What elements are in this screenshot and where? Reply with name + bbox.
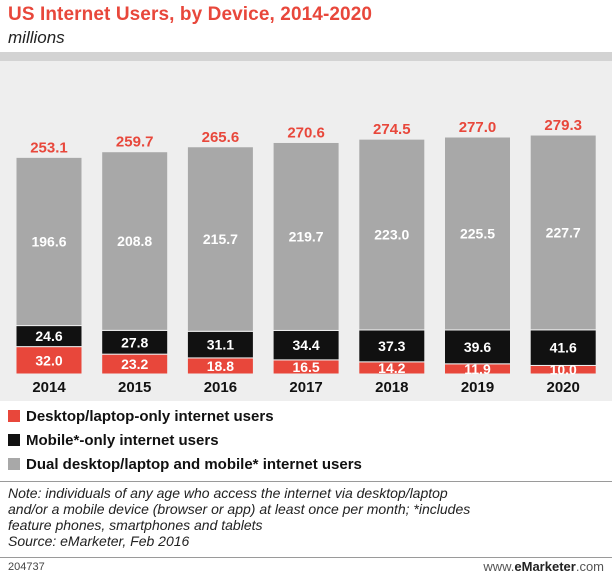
category-label-2016: 2016 — [204, 379, 237, 396]
total-label-2019: 277.0 — [459, 119, 497, 136]
brand-logo: www.eMarketer.com — [483, 559, 604, 574]
bar-segment-mobile-only-2018 — [358, 329, 426, 363]
bar-segment-mobile-only-2019 — [444, 329, 511, 365]
legend-label-mobile-only: Mobile*-only internet users — [26, 431, 219, 449]
bar-segment-dual-2014 — [15, 156, 83, 327]
data-label-dual-2015: 208.8 — [117, 233, 152, 249]
bar-segment-mobile-only-2020 — [529, 329, 597, 366]
data-label-mobile-only-2014: 24.6 — [35, 328, 62, 344]
note-line-2: and/or a mobile device (browser or app) … — [8, 501, 471, 517]
category-label-2020: 2020 — [547, 379, 580, 396]
data-label-desktop-only-2020: 10.0 — [550, 362, 577, 378]
bar-segment-mobile-only-2017 — [272, 329, 340, 361]
data-label-mobile-only-2015: 27.8 — [121, 334, 148, 350]
data-label-desktop-only-2014: 32.0 — [35, 352, 62, 368]
chart-id: 204737 — [8, 561, 45, 573]
data-label-dual-2017: 219.7 — [289, 228, 324, 244]
data-label-dual-2014: 196.6 — [31, 233, 66, 249]
legend-label-desktop-only: Desktop/laptop-only internet users — [26, 407, 274, 425]
data-label-mobile-only-2018: 37.3 — [378, 338, 405, 354]
bar-segment-dual-2019 — [444, 136, 511, 331]
bar-segment-desktop-only-2014 — [15, 346, 83, 375]
brand-suffix: .com — [575, 559, 604, 574]
data-label-desktop-only-2016: 18.8 — [207, 358, 234, 374]
total-label-2017: 270.6 — [287, 124, 325, 141]
category-label-2017: 2017 — [289, 379, 322, 396]
total-label-2016: 265.6 — [202, 129, 240, 146]
data-label-desktop-only-2015: 23.2 — [121, 356, 148, 372]
header-band — [0, 52, 612, 61]
data-label-dual-2019: 225.5 — [460, 225, 495, 241]
bar-segment-dual-2018 — [358, 138, 426, 331]
stacked-bar-chart: 32.0 24.6 196.6 253.1 2014 23.2 27.8 208.8 259.7… — [0, 61, 612, 401]
data-label-dual-2018: 223.0 — [374, 227, 409, 243]
note-source: Source: eMarketer, Feb 2016 — [8, 533, 190, 549]
category-label-2015: 2015 — [118, 379, 151, 396]
total-label-2015: 259.7 — [116, 134, 154, 151]
category-label-2019: 2019 — [461, 379, 494, 396]
legend-label-dual: Dual desktop/laptop and mobile* internet… — [26, 455, 362, 473]
data-label-mobile-only-2020: 41.6 — [550, 340, 577, 356]
category-label-2014: 2014 — [32, 379, 66, 396]
bar-segment-mobile-only-2016 — [186, 330, 254, 359]
legend-item-dual: Dual desktop/laptop and mobile* internet… — [8, 452, 362, 476]
legend-swatch-dual — [8, 458, 20, 470]
note-line-1: Note: individuals of any age who access … — [8, 485, 448, 501]
footer-divider — [0, 557, 612, 558]
brand-name: Marketer — [521, 559, 576, 574]
category-label-2018: 2018 — [375, 379, 408, 396]
total-label-2020: 279.3 — [544, 117, 582, 134]
legend-swatch-mobile-only — [8, 434, 20, 446]
bar-segment-dual-2016 — [186, 146, 254, 332]
legend-item-mobile-only: Mobile*-only internet users — [8, 428, 362, 452]
data-label-desktop-only-2017: 16.5 — [292, 359, 319, 375]
legend-swatch-desktop-only — [8, 410, 20, 422]
chart-subtitle: millions — [8, 28, 65, 47]
note-line-3: feature phones, smartphones and tablets — [8, 517, 263, 533]
legend: Desktop/laptop-only internet users Mobil… — [8, 404, 362, 476]
bar-segment-dual-2020 — [529, 134, 597, 331]
data-label-dual-2016: 215.7 — [203, 231, 238, 247]
chart-title: US Internet Users, by Device, 2014-2020 — [8, 4, 373, 25]
note-divider — [0, 481, 612, 482]
chart-note: Note: individuals of any age who access … — [8, 485, 606, 549]
data-label-desktop-only-2019: 11.9 — [464, 361, 491, 377]
data-label-desktop-only-2018: 14.2 — [378, 360, 405, 376]
brand-e: e — [514, 559, 522, 574]
data-label-mobile-only-2016: 31.1 — [207, 337, 234, 353]
bar-segment-dual-2017 — [272, 141, 340, 331]
bar-segment-dual-2015 — [101, 151, 169, 331]
total-label-2018: 274.5 — [373, 121, 411, 138]
data-label-mobile-only-2019: 39.6 — [464, 339, 491, 355]
legend-item-desktop-only: Desktop/laptop-only internet users — [8, 404, 362, 428]
total-label-2014: 253.1 — [30, 139, 68, 156]
data-label-mobile-only-2017: 34.4 — [292, 337, 319, 353]
data-label-dual-2020: 227.7 — [546, 224, 581, 240]
brand-prefix: www. — [483, 559, 515, 574]
